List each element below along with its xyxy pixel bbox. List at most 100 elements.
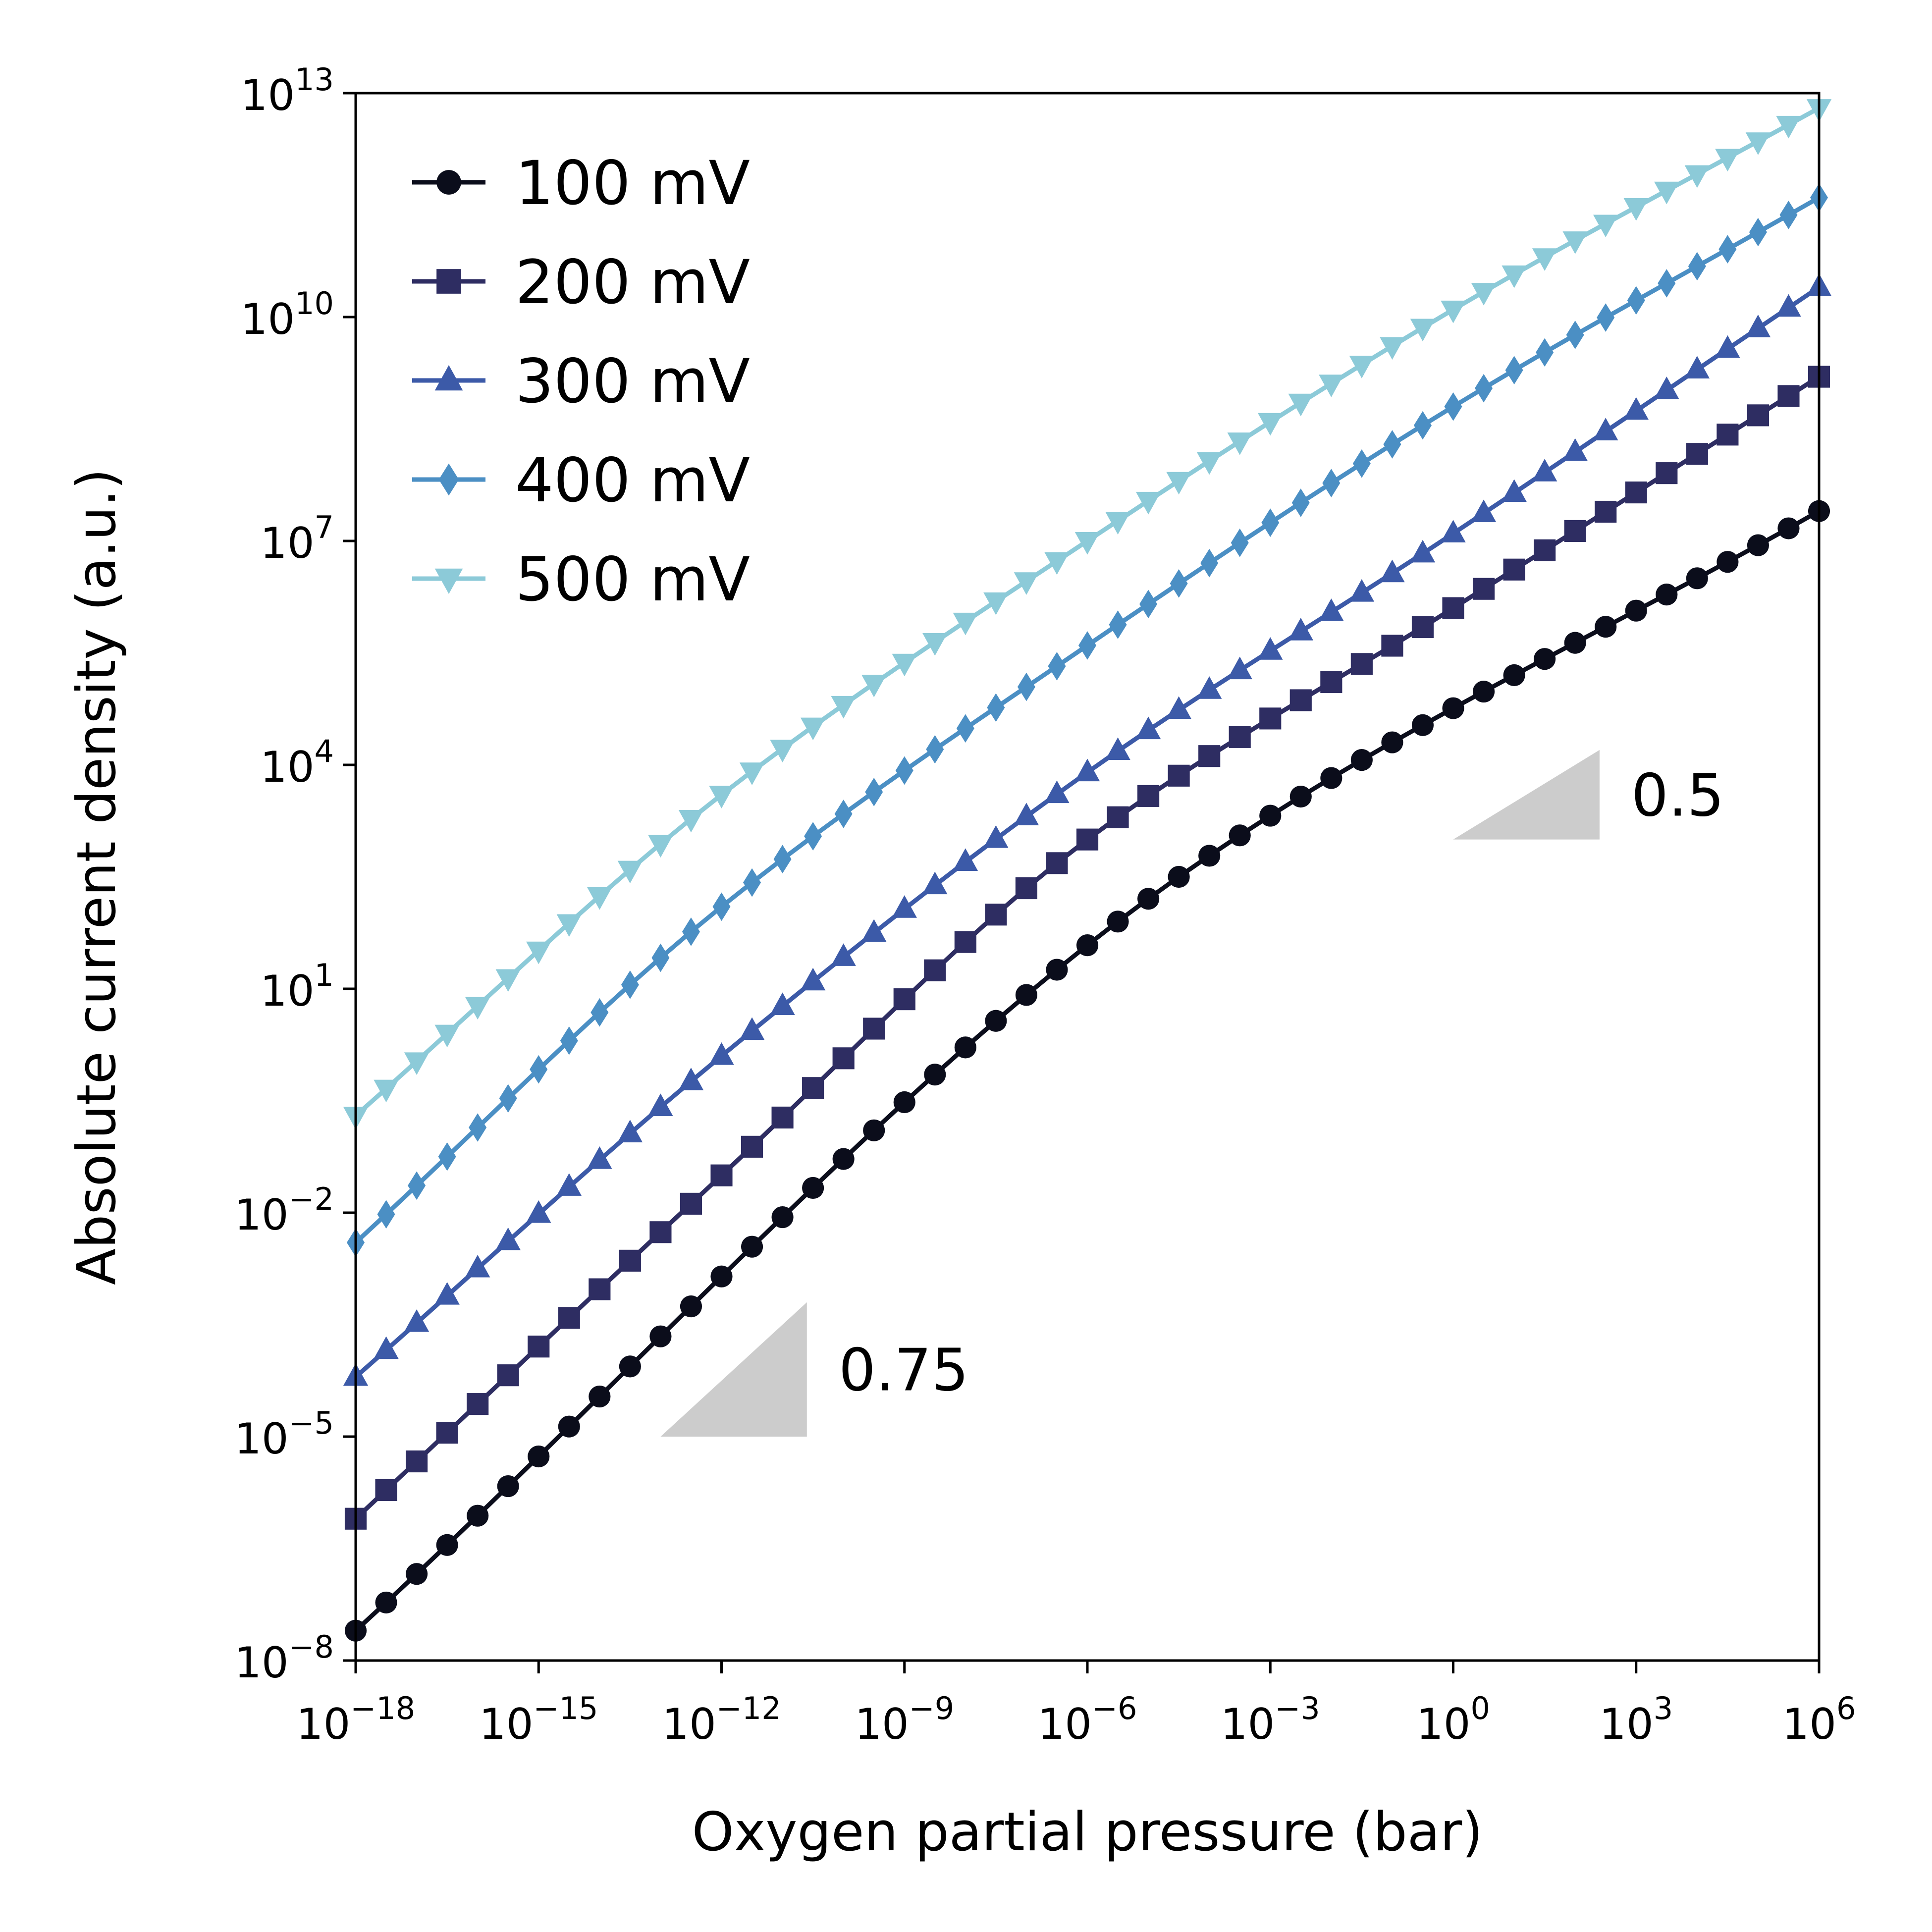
data-point	[1747, 404, 1769, 427]
data-point	[1166, 472, 1191, 495]
data-point	[1076, 934, 1099, 957]
data-point	[617, 860, 643, 884]
data-point	[1502, 265, 1527, 288]
data-point	[408, 1171, 426, 1200]
data-point	[892, 895, 917, 918]
data-point	[560, 1026, 578, 1055]
data-point	[1472, 578, 1495, 600]
data-point	[1227, 656, 1252, 680]
data-point	[469, 1113, 487, 1142]
series-3	[343, 273, 1832, 1386]
data-point	[1107, 911, 1129, 933]
data-point	[1139, 590, 1158, 619]
data-point	[1044, 780, 1070, 804]
data-point	[1684, 165, 1710, 188]
data-point	[865, 778, 883, 806]
data-point	[832, 1047, 855, 1070]
data-point	[434, 1282, 460, 1305]
data-point	[467, 1393, 489, 1415]
data-point	[800, 717, 826, 741]
data-point	[587, 887, 612, 910]
slope-triangle-1	[660, 1302, 807, 1437]
y-tick-label: 10−2	[234, 1181, 334, 1240]
data-point	[739, 762, 765, 785]
legend: 100 mV 200 mV 300 mV 400 mV 500 mV	[412, 148, 750, 615]
data-point	[651, 943, 670, 972]
data-point	[1747, 534, 1769, 556]
data-point	[1166, 696, 1191, 719]
x-axis-label: Oxygen partial pressure (bar)	[692, 1801, 1483, 1863]
data-point	[1258, 413, 1283, 436]
data-series	[343, 99, 1832, 1642]
data-point	[1715, 149, 1740, 172]
data-point	[863, 1018, 885, 1040]
data-point	[1595, 500, 1617, 523]
data-point	[678, 809, 704, 833]
data-point	[1135, 491, 1161, 515]
data-point	[1656, 584, 1678, 606]
data-point	[831, 943, 856, 966]
data-point	[558, 1415, 580, 1438]
data-point	[1352, 449, 1371, 478]
data-point	[1349, 579, 1375, 602]
data-point	[1322, 469, 1341, 497]
data-point	[1107, 806, 1129, 828]
data-point	[404, 1052, 429, 1075]
data-point	[1319, 375, 1344, 397]
data-point	[1320, 767, 1342, 789]
data-point	[556, 914, 582, 937]
data-point	[739, 1017, 765, 1040]
y-tick-label: 10−8	[234, 1629, 334, 1688]
slope-label-2: 0.5	[1631, 761, 1724, 829]
axes: 10−18 10−15 10−12 10−9 10−6 10−3 100 103 106 10−8…	[234, 61, 1856, 1749]
data-point	[1074, 532, 1100, 555]
series-1	[344, 500, 1830, 1642]
data-point	[1198, 745, 1221, 767]
data-point	[1258, 637, 1283, 660]
data-point	[1505, 356, 1523, 385]
data-point	[1319, 598, 1344, 621]
data-point	[832, 1148, 855, 1170]
data-point	[436, 1422, 458, 1444]
legend-label: 100 mV	[515, 148, 750, 218]
data-point	[590, 998, 609, 1027]
data-point	[1503, 664, 1525, 687]
data-point	[834, 800, 853, 828]
data-point	[1749, 217, 1767, 247]
data-point	[1198, 845, 1221, 867]
data-point	[1471, 499, 1497, 523]
data-point	[1776, 115, 1801, 139]
legend-marker	[438, 463, 459, 496]
data-point	[1288, 393, 1313, 417]
data-point	[1532, 248, 1557, 271]
data-point	[1686, 443, 1708, 465]
data-point	[1442, 597, 1464, 619]
data-point	[1015, 877, 1037, 900]
data-point	[1595, 616, 1617, 638]
data-point	[678, 1068, 704, 1090]
data-point	[1534, 648, 1556, 670]
data-point	[831, 696, 856, 719]
data-point	[1627, 286, 1645, 315]
data-point	[926, 735, 944, 764]
data-point	[1625, 481, 1647, 504]
data-point	[895, 756, 913, 785]
data-point	[1380, 559, 1405, 583]
data-point	[924, 959, 946, 981]
data-point	[983, 825, 1009, 848]
data-point	[1168, 865, 1190, 888]
data-point	[1593, 215, 1618, 238]
data-point	[893, 1091, 915, 1114]
series-2	[344, 366, 1830, 1530]
data-point	[1410, 319, 1436, 342]
data-point	[1289, 785, 1312, 808]
data-point	[621, 970, 639, 999]
data-point	[741, 1235, 763, 1258]
data-point	[1288, 618, 1313, 641]
data-point	[863, 1119, 885, 1141]
data-point	[1593, 418, 1618, 440]
data-point	[375, 1479, 397, 1502]
data-point	[587, 1146, 612, 1169]
data-point	[589, 1278, 611, 1300]
